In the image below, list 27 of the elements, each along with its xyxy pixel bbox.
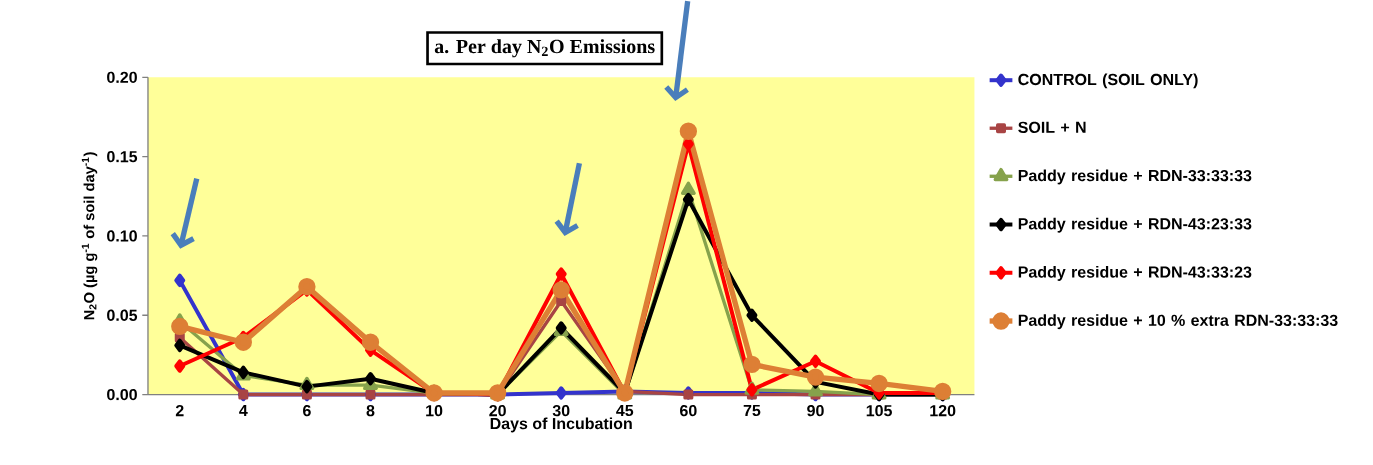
x-tick-label: 60: [680, 404, 697, 417]
x-tick-label: 20: [489, 404, 506, 417]
x-tick-label: 120: [930, 404, 956, 417]
x-tick-label: 90: [807, 404, 824, 417]
x-tick-label: 6: [303, 404, 311, 417]
x-tick-label: 10: [426, 404, 443, 417]
legend-label: SOIL + N: [1018, 121, 1086, 133]
legend-label: Paddy residue + 10 % extra RDN-33:33:33: [1018, 314, 1338, 330]
chart-title: a. Per day N$_{2}$O Emissions: [434, 39, 655, 58]
y-axis-title: N$_{2}$O (µg g$^{-1}$ of soil day$^{-1}$): [81, 152, 98, 320]
legend-label: Paddy residue + RDN-43:23:33: [1018, 217, 1252, 233]
legend-label: Paddy residue + RDN-33:33:33: [1018, 169, 1252, 185]
y-tick-label: 0.05: [107, 309, 138, 321]
y-tick-label: 0.20: [107, 71, 137, 83]
x-tick-label: 8: [366, 404, 375, 417]
x-axis-title: Days of Incubation: [490, 417, 632, 433]
legend-label: CONTROL (SOIL ONLY): [1018, 73, 1198, 89]
x-tick-label: 2: [175, 404, 184, 417]
x-tick-label: 30: [552, 404, 570, 417]
x-tick-label: 45: [616, 404, 634, 417]
y-tick-label: 0.15: [107, 150, 138, 163]
x-tick-label: 105: [866, 404, 892, 417]
x-tick-label: 75: [743, 404, 761, 417]
x-tick-label: 4: [239, 404, 248, 416]
legend-label: Paddy residue + RDN-43:33:23: [1018, 265, 1252, 281]
y-tick-label: 0.00: [107, 388, 137, 401]
y-tick-label: 0.10: [107, 230, 137, 242]
